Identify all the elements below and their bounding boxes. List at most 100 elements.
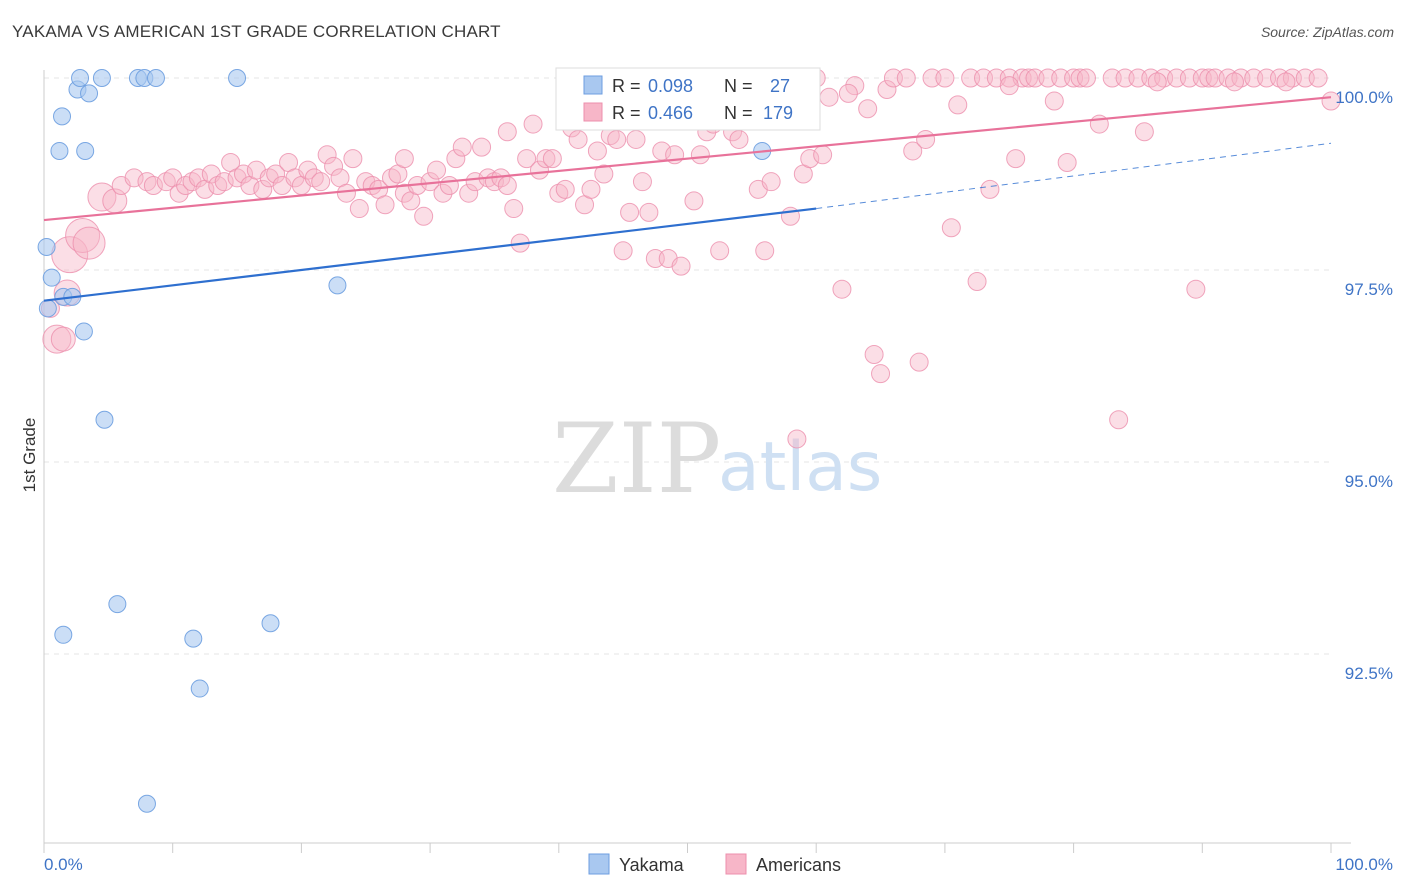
americans-point (1044, 91, 1064, 111)
americans-point (1167, 68, 1187, 88)
yakama-trendline (43, 207, 817, 302)
americans-point (1109, 410, 1129, 430)
yakama-point (53, 107, 72, 126)
yakama-point (74, 322, 93, 341)
americans-point (594, 164, 614, 184)
americans-point (452, 137, 472, 157)
yakama-point (137, 794, 156, 813)
axes (43, 70, 1351, 853)
americans-point (845, 76, 865, 96)
source-credit: Source: ZipAtlas.com (1260, 24, 1394, 40)
americans-point (169, 183, 189, 203)
americans-point (1308, 68, 1328, 88)
americans-point (143, 176, 163, 196)
americans-point (607, 129, 627, 149)
chart-title: YAKAMA VS AMERICAN 1ST GRADE CORRELATION… (12, 22, 501, 41)
americans-point (819, 87, 839, 107)
yakama-r-label: R = (612, 76, 641, 96)
americans-point (909, 352, 929, 372)
americans-point (832, 279, 852, 299)
americans-point (1147, 72, 1167, 92)
yakama-point (71, 69, 90, 87)
legend-americans-label: Americans (756, 855, 841, 875)
americans-point (632, 172, 652, 192)
americans-point (1102, 68, 1122, 88)
americans-point (214, 172, 234, 192)
yakama-point (146, 69, 165, 87)
americans-point (671, 256, 691, 276)
americans-point (916, 129, 936, 149)
americans-r-label: R = (612, 103, 641, 123)
americans-point (690, 145, 710, 165)
americans-point (1115, 68, 1135, 88)
americans-point (684, 191, 704, 211)
americans-point (883, 68, 903, 88)
yakama-points (37, 69, 782, 813)
yakama-point (50, 141, 69, 160)
yakama-point (54, 625, 73, 644)
americans-point (999, 68, 1019, 88)
y-axis-title: 1st Grade (20, 418, 39, 493)
americans-point (620, 202, 640, 222)
americans-trendline (43, 96, 1332, 222)
americans-point (1057, 152, 1077, 172)
y-tick-label-3: 92.5% (1345, 664, 1393, 683)
americans-point (871, 364, 891, 384)
americans-point (941, 218, 961, 238)
americans-point (999, 76, 1019, 96)
americans-point (523, 114, 543, 134)
americans-point (311, 172, 331, 192)
americans-point (529, 160, 549, 180)
americans-point (1064, 68, 1084, 88)
americans-point (446, 149, 466, 169)
americans-point (336, 183, 356, 203)
americans-point (1134, 122, 1154, 142)
americans-point (542, 149, 562, 169)
americans-point (317, 145, 337, 165)
americans-point (72, 226, 106, 260)
americans-n-label: N = (724, 103, 753, 123)
yakama-point (328, 276, 347, 295)
americans-points (40, 68, 1341, 449)
americans-point (1186, 279, 1206, 299)
americans-point (233, 164, 253, 184)
series-legend: Yakama Americans (588, 853, 841, 875)
americans-point (497, 122, 517, 142)
trendlines (43, 96, 1332, 302)
y-tick-label-1: 97.5% (1345, 280, 1393, 299)
americans-point (896, 68, 916, 88)
americans-point (1019, 68, 1039, 88)
yakama-point (42, 268, 61, 287)
americans-point (188, 168, 208, 188)
americans-point (1025, 68, 1045, 88)
yakama-point (184, 629, 203, 648)
americans-point (42, 324, 72, 354)
americans-point (967, 272, 987, 292)
y-tick-label-0: 100.0% (1335, 88, 1393, 107)
americans-point (980, 179, 1000, 199)
y-tick-labels: 100.0% 97.5% 95.0% 92.5% (1335, 88, 1393, 683)
americans-point (433, 183, 453, 203)
yakama-n-label: N = (724, 76, 753, 96)
americans-point (349, 199, 369, 219)
yakama-point (190, 679, 209, 698)
americans-point (394, 149, 414, 169)
americans-point (581, 179, 601, 199)
americans-swatch (583, 102, 603, 122)
americans-point (1276, 72, 1296, 92)
americans-point (639, 202, 659, 222)
americans-point (877, 80, 897, 100)
americans-point (51, 236, 89, 274)
americans-point (568, 129, 588, 149)
americans-point (375, 195, 395, 215)
americans-point (517, 149, 537, 169)
americans-point (922, 68, 942, 88)
americans-point (324, 156, 344, 176)
americans-point (1051, 68, 1071, 88)
americans-point (536, 149, 556, 169)
americans-point (1295, 68, 1315, 88)
americans-r-value: 0.466 (648, 103, 693, 123)
americans-n-value: 179 (763, 103, 793, 123)
americans-point (1199, 68, 1219, 88)
y-tick-label-2: 95.0% (1345, 472, 1393, 491)
